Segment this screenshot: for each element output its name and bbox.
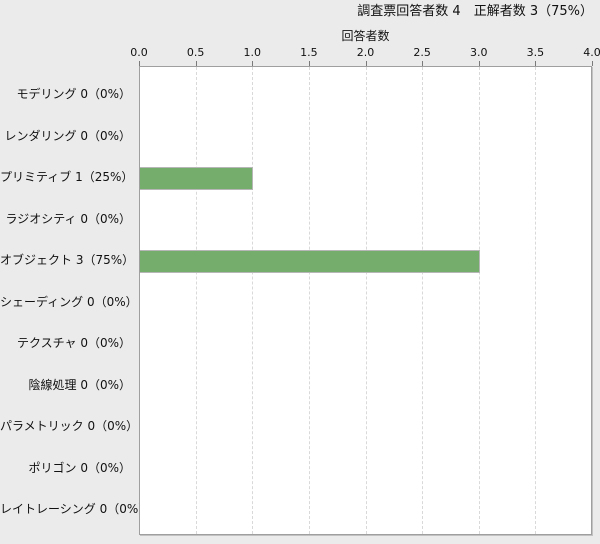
x-tick-label: 2.5 bbox=[413, 46, 431, 59]
category-label: シェーディング 0（0%） bbox=[0, 294, 138, 309]
x-tick-mark bbox=[478, 61, 480, 66]
x-tick-mark bbox=[195, 61, 197, 66]
x-tick-label: 3.5 bbox=[526, 46, 545, 59]
x-tick-label: 0.5 bbox=[186, 46, 205, 59]
x-tick-label: 1.5 bbox=[300, 46, 318, 59]
gridline bbox=[308, 67, 310, 534]
x-tick-label: 2.0 bbox=[356, 46, 375, 59]
category-label: モデリング 0（0%） bbox=[16, 87, 132, 101]
gridline bbox=[195, 67, 197, 534]
gridline bbox=[365, 67, 367, 534]
x-tick-mark bbox=[592, 61, 593, 66]
gridline bbox=[478, 67, 480, 534]
x-tick-mark bbox=[252, 61, 254, 66]
x-tick-mark bbox=[139, 61, 140, 66]
gridline bbox=[252, 67, 254, 534]
category-label: ラジオシティ 0（0%） bbox=[5, 211, 131, 226]
bar bbox=[140, 166, 254, 190]
bar bbox=[140, 249, 480, 273]
x-tick-label: 3.0 bbox=[470, 46, 488, 59]
category-label: レンダリング 0（0%） bbox=[4, 128, 132, 143]
x-tick-label: 1.0 bbox=[243, 46, 262, 59]
x-tick-label: 4.0 bbox=[583, 46, 600, 59]
x-tick-mark bbox=[365, 61, 367, 66]
category-label: ポリゴン 0（0%） bbox=[28, 460, 132, 475]
plot-area bbox=[139, 66, 592, 535]
chart-title: 調査票回答者数 4 正解者数 3（75%） bbox=[357, 4, 593, 19]
category-label: パラメトリック 0（0%） bbox=[0, 419, 139, 433]
category-label: テクスチャ 0（0%） bbox=[16, 336, 131, 350]
x-tick-mark bbox=[535, 61, 537, 66]
gridline bbox=[535, 67, 537, 534]
category-label: レイトレーシング 0（0%） bbox=[0, 502, 151, 516]
gridline bbox=[422, 67, 424, 534]
category-label: 陰線処理 0（0%） bbox=[28, 377, 132, 392]
x-tick-mark bbox=[422, 61, 424, 66]
x-tick-label: 0.0 bbox=[130, 46, 148, 59]
x-axis-label: 回答者数 bbox=[341, 29, 390, 43]
category-label: プリミティブ 1（25%） bbox=[0, 170, 134, 184]
category-label: オブジェクト 3（75%） bbox=[0, 253, 135, 267]
x-tick-mark bbox=[308, 61, 310, 66]
